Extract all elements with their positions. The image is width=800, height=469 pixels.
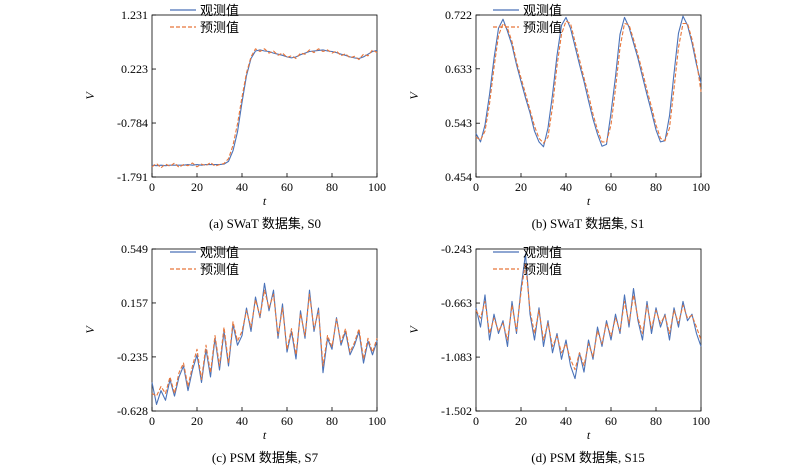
y-tick-label-d-1: -1.083 [441,350,472,364]
predicted-line-a [151,48,378,169]
observed-line-b [475,15,702,148]
y-tick-label-c-0: -0.628 [117,404,148,418]
x-tick-label-b-5: 100 [692,180,710,194]
legend-label-a-0: 观测值 [200,3,239,19]
y-axis-label-a: V [83,91,97,100]
legend-label-c-0: 观测值 [200,245,239,261]
x-tick-label-d-3: 60 [605,414,617,428]
caption-b: (b) SWaT 数据集, S1 [532,216,645,231]
legend-label-d-1: 预测值 [523,262,562,278]
y-tick-label-c-3: 0.549 [121,242,148,256]
plot-area-a [151,14,378,178]
legend-label-b-0: 观测值 [523,3,562,19]
x-tick-label-a-1: 20 [191,180,203,194]
plot-area-c [151,248,378,412]
x-tick-label-c-3: 60 [281,414,293,428]
x-tick-label-b-0: 0 [473,180,479,194]
legend-label-c-1: 预测值 [200,262,239,278]
plot-area-d [475,248,702,412]
y-tick-label-a-0: -1.791 [117,170,148,184]
y-tick-label-b-0: 0.454 [445,170,472,184]
panel-d: (d) PSM 数据集, S15 0 20 40 60 80 100 -1.502 -1.08… [407,242,710,465]
x-tick-label-c-4: 80 [326,414,338,428]
caption-a: (a) SWaT 数据集, S0 [209,216,321,231]
observed-line-d [475,253,702,380]
y-tick-label-a-3: 1.231 [121,8,148,22]
x-tick-label-a-4: 80 [326,180,338,194]
y-tick-label-b-2: 0.633 [445,62,472,76]
x-tick-label-a-2: 40 [236,180,248,194]
caption-d: (d) PSM 数据集, S15 [531,450,644,465]
x-tick-label-d-2: 40 [560,414,572,428]
x-tick-label-c-0: 0 [149,414,155,428]
y-tick-label-a-1: -0.784 [117,116,148,130]
panel-b: (b) SWaT 数据集, S1 0 20 40 60 80 100 0.454 0.543 0… [407,3,710,231]
predicted-line-b [475,20,702,144]
caption-c: (c) PSM 数据集, S7 [212,450,319,465]
y-tick-label-d-0: -1.502 [441,404,472,418]
y-tick-label-b-1: 0.543 [445,116,472,130]
legend-label-a-1: 预测值 [200,20,239,36]
y-axis-label-d: V [407,325,421,334]
y-tick-label-d-2: -0.663 [441,296,472,310]
x-tick-label-d-5: 100 [692,414,710,428]
x-axis-label-d: t [587,428,591,442]
panel-a: (a) SWaT 数据集, S0 0 20 40 60 80 100 -1.791 -0.78… [83,3,386,231]
x-tick-label-a-0: 0 [149,180,155,194]
x-tick-label-b-4: 80 [650,180,662,194]
y-tick-label-a-2: 0.223 [121,62,148,76]
x-tick-label-d-1: 20 [515,414,527,428]
x-tick-label-d-0: 0 [473,414,479,428]
x-axis-label-b: t [587,194,591,208]
x-tick-label-a-3: 60 [281,180,293,194]
x-axis-label-a: t [263,194,267,208]
x-tick-label-c-1: 20 [191,414,203,428]
observed-line-c [151,282,378,405]
y-axis-label-b: V [407,91,421,100]
x-tick-label-b-3: 60 [605,180,617,194]
panel-c: (c) PSM 数据集, S7 0 20 40 60 80 100 -0.628 -0.235… [83,242,386,465]
predicted-line-d [475,262,702,371]
legend-label-d-0: 观测值 [523,245,562,261]
legend-label-b-1: 预测值 [523,20,562,36]
y-tick-label-c-1: -0.235 [117,350,148,364]
x-tick-label-d-4: 80 [650,414,662,428]
x-axis-label-c: t [263,428,267,442]
x-tick-label-c-2: 40 [236,414,248,428]
x-tick-label-c-5: 100 [368,414,386,428]
x-tick-label-a-5: 100 [368,180,386,194]
observed-line-a [151,49,378,167]
y-tick-label-b-3: 0.722 [445,8,472,22]
y-tick-label-c-2: 0.157 [121,296,148,310]
x-tick-label-b-1: 20 [515,180,527,194]
x-tick-label-b-2: 40 [560,180,572,194]
plot-area-b [475,14,702,178]
y-tick-label-d-3: -0.243 [441,242,472,256]
y-axis-label-c: V [83,325,97,334]
predicted-line-c [151,289,378,397]
